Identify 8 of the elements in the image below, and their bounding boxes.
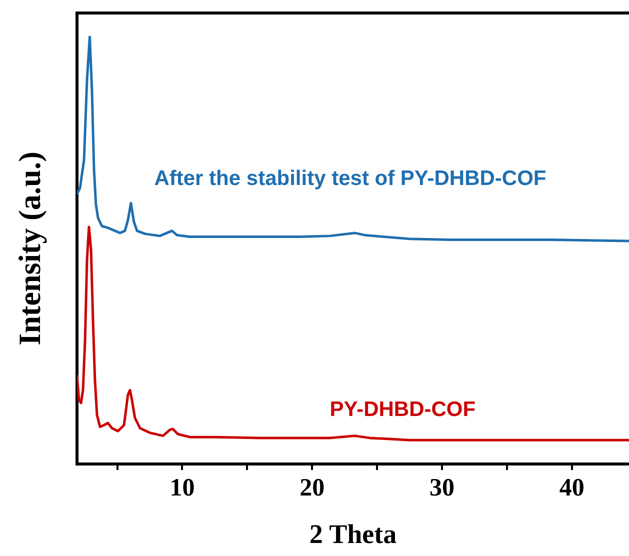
- x-tick-label: 10: [170, 474, 195, 502]
- x-axis-title: 2 Theta: [309, 518, 398, 549]
- x-tick-label: 40: [559, 474, 584, 502]
- x-tick-label: 30: [429, 474, 454, 502]
- series-label: After the stability test of PY-DHBD-COF: [154, 166, 546, 190]
- series-label: PY-DHBD-COF: [330, 398, 476, 421]
- x-tick-label: 20: [300, 474, 325, 502]
- y-axis-title: Intensity (a.u.): [12, 152, 48, 346]
